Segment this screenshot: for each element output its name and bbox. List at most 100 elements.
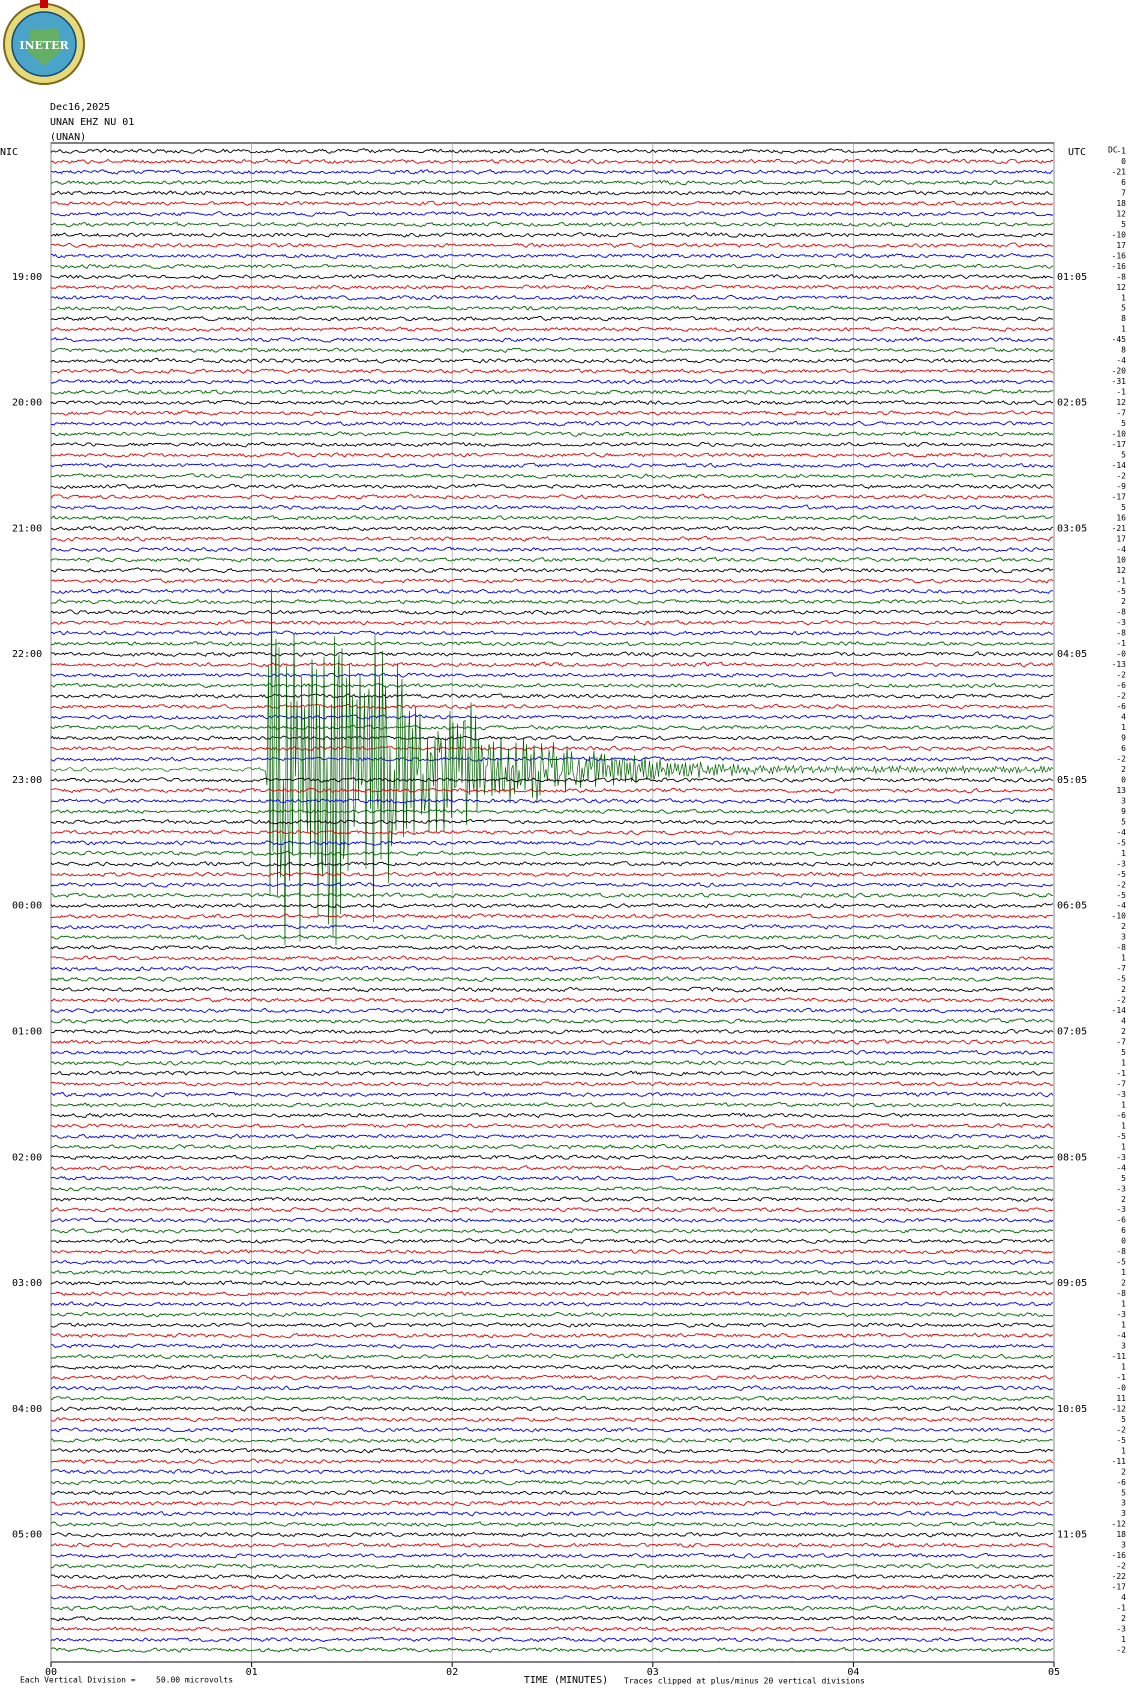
left-zone: NIC <box>0 147 18 158</box>
trace <box>50 850 1054 857</box>
dc-offset: 5 <box>1121 503 1126 512</box>
trace <box>50 1531 1054 1538</box>
trace <box>50 588 1054 595</box>
dc-offset: 17 <box>1116 534 1126 543</box>
dc-offset: -4 <box>1116 828 1126 837</box>
dc-offset: -3 <box>1116 1090 1126 1099</box>
dc-offset: -2 <box>1116 1425 1126 1434</box>
dc-offset: -6 <box>1116 1478 1126 1487</box>
dc-offset: 1 <box>1121 723 1126 732</box>
trace <box>50 976 1054 982</box>
trace <box>50 1248 1054 1255</box>
dc-offset: 12 <box>1116 283 1126 292</box>
right-hour: 06:05 <box>1057 901 1087 912</box>
dc-offset: -2 <box>1116 671 1126 680</box>
dc-offset: 2 <box>1121 1467 1126 1476</box>
dc-offset: 1 <box>1121 1300 1126 1309</box>
dc-offset: 18 <box>1116 199 1126 208</box>
right-hour: 09:05 <box>1057 1278 1087 1289</box>
dc-offset: -5 <box>1116 891 1126 900</box>
x-axis-label: TIME (MINUTES) <box>524 1675 608 1686</box>
dc-offset: 4 <box>1121 713 1126 722</box>
trace <box>50 567 1054 574</box>
right-hour: 11:05 <box>1057 1530 1087 1541</box>
trace <box>51 1448 1054 1454</box>
dc-offset: -1 <box>1116 1373 1126 1382</box>
trace <box>50 1060 1054 1066</box>
trace <box>50 1364 1054 1370</box>
trace <box>50 525 1054 532</box>
trace <box>50 557 1054 563</box>
trace <box>50 399 1054 406</box>
dc-offset: -6 <box>1116 681 1126 690</box>
trace <box>51 1238 1054 1245</box>
left-hour: 04:00 <box>12 1404 42 1415</box>
trace <box>50 473 1054 479</box>
trace <box>50 1259 1054 1265</box>
dc-offset: -5 <box>1116 1436 1126 1445</box>
dc-offset: 4 <box>1121 1593 1126 1602</box>
trace <box>50 1039 1054 1045</box>
trace <box>50 200 1054 207</box>
dc-offset: -5 <box>1116 587 1126 596</box>
dc-offset: 1 <box>1121 1142 1126 1151</box>
dc-offset: -0 <box>1116 1383 1126 1392</box>
dc-offset: 12 <box>1116 209 1126 218</box>
dc-heading: DC <box>1108 146 1118 155</box>
trace <box>50 1102 1054 1108</box>
trace <box>50 777 1054 783</box>
trace <box>50 452 1053 458</box>
right-hour: 03:05 <box>1057 523 1087 534</box>
dc-offset: -2 <box>1116 880 1126 889</box>
right-hour: 02:05 <box>1057 398 1087 409</box>
trace <box>50 546 1054 553</box>
trace <box>50 284 1054 291</box>
dc-offset: 3 <box>1121 796 1126 805</box>
trace <box>50 1290 1054 1297</box>
trace <box>50 1070 1054 1077</box>
trace <box>50 1552 1054 1559</box>
dc-offset: -22 <box>1112 1572 1127 1581</box>
trace <box>50 756 1054 762</box>
dc-offset: -3 <box>1116 1205 1126 1214</box>
dc-offset: 16 <box>1116 513 1126 522</box>
dc-offset: -7 <box>1116 1038 1126 1047</box>
dc-offset: 2 <box>1121 1195 1126 1204</box>
trace <box>51 1584 1054 1590</box>
dc-offset: -8 <box>1116 629 1126 638</box>
trace <box>50 724 1054 731</box>
dc-offset: -2 <box>1116 1562 1126 1571</box>
trace <box>50 609 1054 615</box>
dc-offset: -6 <box>1116 1111 1126 1120</box>
trace <box>50 871 1054 878</box>
trace <box>50 1133 1053 1140</box>
trace <box>50 934 1054 941</box>
trace <box>50 1500 1054 1507</box>
trace <box>50 294 1054 301</box>
dc-offset: -4 <box>1116 1331 1126 1340</box>
dc-offset: -16 <box>1112 251 1127 260</box>
trace <box>50 305 1054 311</box>
trace <box>50 818 1054 825</box>
trace <box>50 1269 1054 1276</box>
trace <box>50 829 1054 836</box>
left-hour: 22:00 <box>12 649 42 660</box>
trace <box>51 1123 1054 1129</box>
trace <box>50 1280 1054 1286</box>
trace <box>50 1615 1054 1622</box>
dc-offset: 5 <box>1121 817 1126 826</box>
trace <box>50 232 1054 238</box>
dc-offset: -11 <box>1112 1352 1127 1361</box>
trace <box>50 840 1054 846</box>
x-tick-label: 01 <box>246 1667 258 1678</box>
trace <box>50 588 1054 946</box>
right-zone: UTC <box>1068 147 1086 158</box>
dc-offset: 17 <box>1116 241 1126 250</box>
dc-offset: -7 <box>1116 409 1126 418</box>
trace <box>50 902 1054 909</box>
traces <box>50 148 1054 1653</box>
dc-offset: -14 <box>1112 1006 1127 1015</box>
trace <box>50 1144 1054 1150</box>
dc-offset: 1 <box>1121 849 1126 858</box>
right-hour: 07:05 <box>1057 1027 1087 1038</box>
